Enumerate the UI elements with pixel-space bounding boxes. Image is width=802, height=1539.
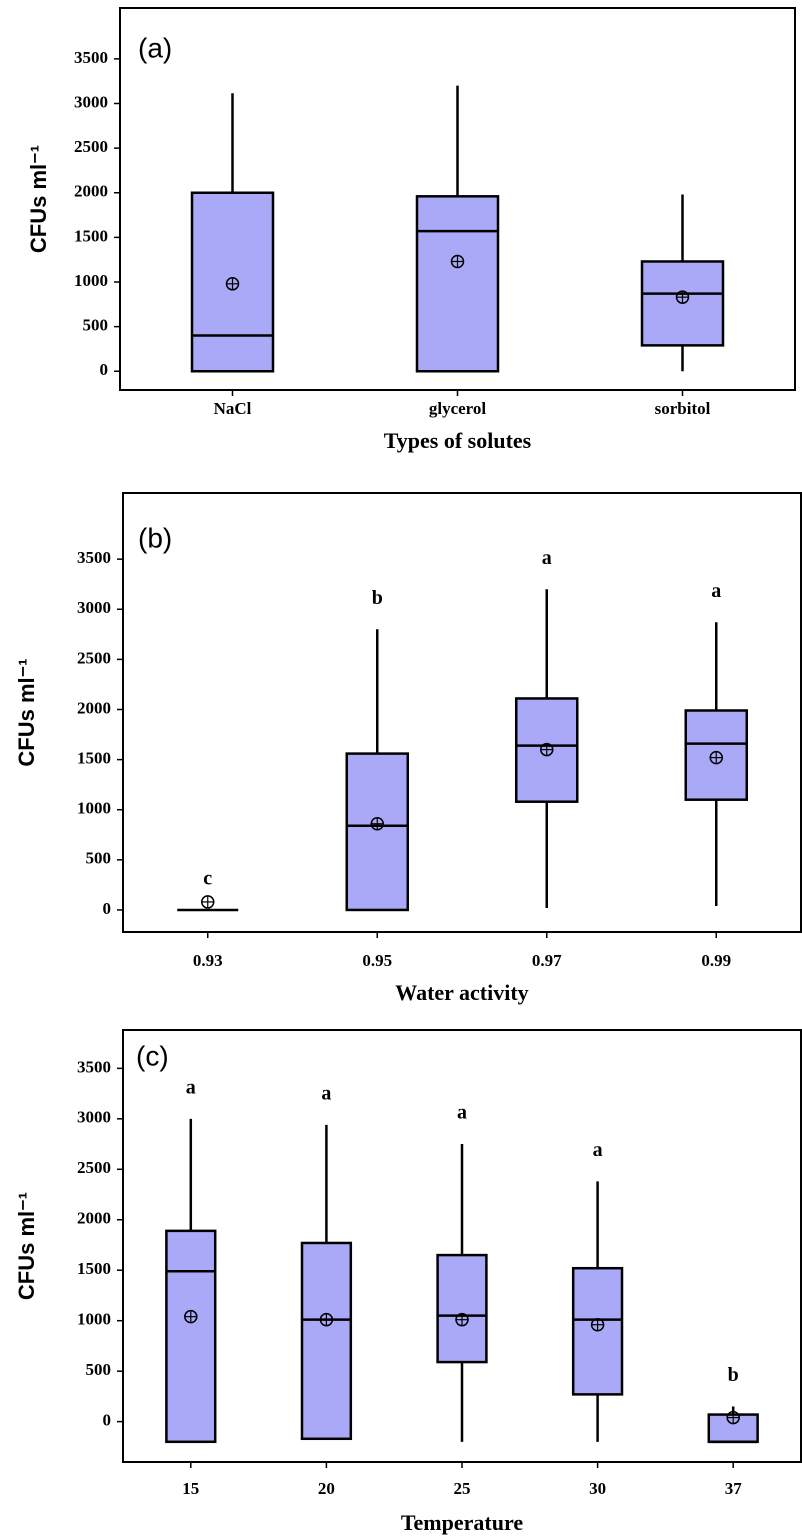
y-axis-label: CFUs ml⁻¹	[14, 1192, 39, 1300]
x-tick-label: 37	[725, 1479, 743, 1498]
box	[436, 1253, 488, 1364]
panel-label: (c)	[136, 1040, 169, 1071]
panel: (b) 0 500 1000 1500 2000 2500 3000 3500 CFUs ml⁻¹…	[14, 492, 802, 1005]
y-tick-label: 0	[103, 1411, 112, 1430]
y-tick-label: 1000	[77, 1310, 111, 1329]
group-letter: c	[203, 868, 212, 890]
x-tick-label: 25	[454, 1479, 471, 1498]
box	[165, 1229, 217, 1444]
group-letter: a	[321, 1082, 331, 1104]
x-axis-label: Temperature	[401, 1510, 523, 1535]
y-tick-label: 3500	[77, 1057, 111, 1076]
y-axis-label: CFUs ml⁻¹	[14, 658, 39, 766]
panel-label: (b)	[138, 522, 172, 553]
y-tick-label: 1500	[77, 1259, 111, 1278]
panel: (c) 0 500 1000 1500 2000 2500 3000 3500 CFUs ml⁻¹…	[14, 1029, 802, 1535]
y-tick-label: 1000	[77, 799, 111, 818]
group-letter: a	[457, 1102, 467, 1124]
y-tick-label: 2000	[74, 182, 108, 201]
x-tick-label: 0.99	[701, 951, 731, 970]
y-tick-label: 3000	[77, 1108, 111, 1127]
x-axis-label: Types of solutes	[384, 428, 532, 453]
plot-frame	[122, 492, 802, 933]
group-letter: b	[728, 1364, 739, 1386]
y-tick-label: 500	[86, 849, 112, 868]
group-letter: a	[542, 547, 552, 569]
y-tick-label: 500	[83, 316, 109, 335]
x-tick-label: 0.97	[532, 951, 562, 970]
x-tick-label: NaCl	[214, 399, 252, 418]
y-tick-label: 2000	[77, 1209, 111, 1228]
x-tick-label: 0.93	[193, 951, 223, 970]
box	[415, 195, 500, 373]
box	[300, 1241, 353, 1441]
y-tick-label: 2000	[77, 698, 111, 717]
box	[571, 1266, 624, 1396]
x-tick-label: 30	[589, 1479, 606, 1498]
group-letter: a	[711, 580, 721, 602]
group-letter: b	[372, 587, 383, 609]
y-tick-label: 0	[100, 360, 109, 379]
y-tick-label: 2500	[77, 648, 111, 667]
panel: (a) 0 500 1000 1500 2000 2500 3000 3500 CFUs ml⁻¹…	[26, 7, 796, 453]
y-tick-label: 0	[103, 899, 112, 918]
y-tick-label: 1500	[77, 749, 111, 768]
y-tick-label: 3500	[74, 48, 108, 67]
x-tick-label: sorbitol	[655, 399, 711, 418]
x-axis-label: Water activity	[395, 980, 528, 1005]
y-tick-label: 2500	[74, 137, 108, 156]
x-tick-label: 15	[182, 1479, 199, 1498]
y-tick-label: 3500	[77, 548, 111, 567]
group-letter: a	[593, 1139, 603, 1161]
y-tick-label: 1500	[74, 226, 108, 245]
panel-label: (a)	[138, 32, 172, 63]
y-axis-label: CFUs ml⁻¹	[26, 145, 51, 253]
box	[345, 752, 410, 912]
x-tick-label: 20	[318, 1479, 335, 1498]
y-tick-label: 3000	[74, 92, 108, 111]
group-letter: a	[186, 1076, 196, 1098]
y-tick-label: 1000	[74, 271, 108, 290]
y-tick-label: 3000	[77, 598, 111, 617]
y-tick-label: 2500	[77, 1158, 111, 1177]
x-tick-label: 0.95	[362, 951, 392, 970]
x-tick-label: glycerol	[429, 399, 487, 418]
y-tick-label: 500	[86, 1360, 112, 1379]
